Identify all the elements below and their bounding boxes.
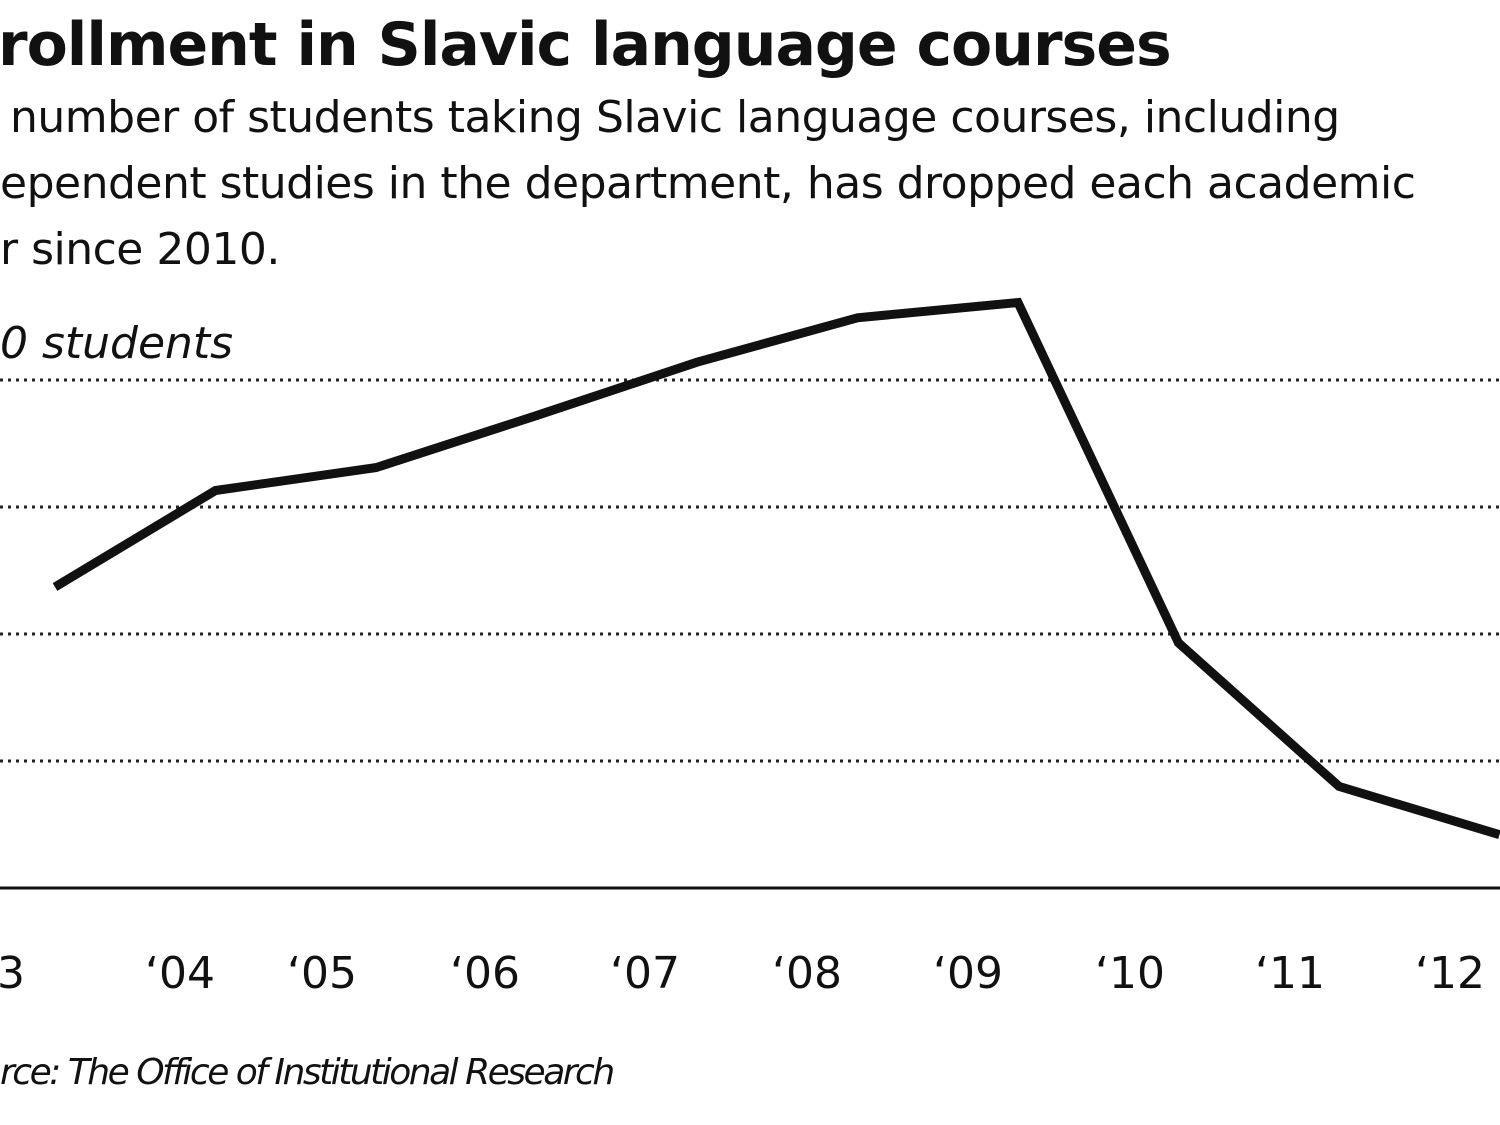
x-tick-label: ‘07 (610, 948, 680, 999)
subtitle-line-2: ependent studies in the department, has … (0, 158, 1416, 209)
x-tick-label: ‘06 (450, 948, 520, 999)
x-tick-label: 3 (0, 948, 25, 999)
x-tick-label: ‘08 (772, 948, 842, 999)
x-tick-label: ‘12 (1415, 948, 1485, 999)
x-tick-label: ‘11 (1255, 948, 1325, 999)
source-note: rce: The Office of Institutional Researc… (0, 1052, 615, 1093)
x-tick-label: ‘09 (933, 948, 1003, 999)
chart-title: rollment in Slavic language courses (0, 10, 1172, 80)
y-axis-label: 0 students (0, 318, 234, 369)
subtitle-line-1: number of students taking Slavic languag… (10, 92, 1340, 143)
enrollment-line (52, 297, 1500, 839)
x-tick-label: ‘05 (287, 948, 357, 999)
x-tick-label: ‘04 (145, 948, 215, 999)
x-tick-label: ‘10 (1095, 948, 1165, 999)
subtitle-line-3: r since 2010. (0, 224, 280, 275)
